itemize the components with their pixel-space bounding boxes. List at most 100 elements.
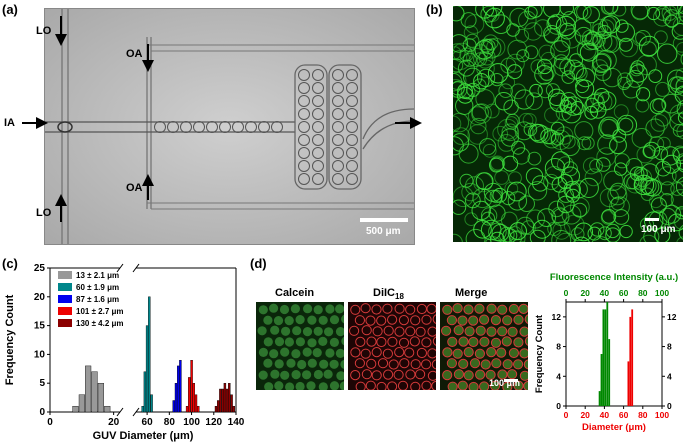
chart-c-bar (148, 296, 151, 413)
oa-bottom-label: OA (126, 182, 143, 194)
diic-subscript: 18 (395, 292, 404, 302)
chart-c-xtick: 0 (47, 417, 53, 428)
chart-c-bar (216, 400, 220, 413)
ia-label: IA (4, 117, 15, 129)
scalebar-b-label: 100 μm (641, 224, 676, 235)
guv-diameter-histogram: 0 5 10 15 20 25 0 20 60 80 100 120 140 13 ± 2.1 μm 60 … (4, 263, 245, 442)
chart-d-bar (602, 309, 605, 406)
chart-c-bar (214, 405, 218, 413)
chart-c-bar (91, 371, 98, 413)
chart-d-ytick-left: 12 (552, 312, 562, 322)
calcein-tile (256, 302, 351, 392)
chart-d-bar (627, 361, 630, 406)
chart-c-legend-swatch (58, 307, 72, 315)
diic-text: DiIC (373, 287, 395, 299)
chart-d-xlabel: Diameter (μm) (582, 422, 646, 433)
chart-c-bar (190, 359, 193, 413)
chart-c-xtick: 140 (228, 417, 245, 428)
chart-d-bar (600, 354, 603, 406)
chart-d-top-tick: 60 (619, 288, 629, 298)
chart-c-legend-entry: 13 ± 2.1 μm (76, 271, 119, 280)
chart-d-top-tick: 20 (580, 288, 590, 298)
chart-c-bar (196, 405, 200, 413)
chart-c-bar (145, 325, 149, 413)
chart-d-top-tick: 80 (638, 288, 648, 298)
chart-c-ytick: 15 (34, 321, 46, 332)
chart-c-bar (228, 382, 231, 413)
chart-d-bar (606, 302, 609, 406)
chart-c-bar (176, 365, 180, 413)
chart-c-bar (192, 382, 196, 413)
chart-c-bar (219, 388, 222, 413)
chart-c-bar (185, 405, 189, 413)
chart-c-bar (104, 405, 111, 413)
oa-top-label: OA (126, 48, 143, 60)
chart-c-bar (174, 382, 178, 413)
tile-label-calcein: Calcein (275, 287, 315, 299)
scalebar-d-label: 100 μm (489, 378, 521, 388)
chart-c-bar (172, 400, 176, 413)
chart-c-xtick: 20 (108, 417, 120, 428)
chart-d-bottom-tick: 20 (580, 410, 590, 420)
tile-label-diic: DiIC18 (373, 287, 404, 301)
fluorescence-diameter-histogram: Fluorescence Intensity (a.u.)00202040406… (534, 272, 678, 433)
chart-d-top-tick: 100 (655, 288, 669, 298)
chart-d-top-tick: 40 (600, 288, 610, 298)
chart-d-bar (604, 309, 607, 406)
chart-d-ytick-right: 4 (667, 371, 672, 381)
chart-d-bottom-tick: 40 (600, 410, 610, 420)
chart-c-bar (230, 394, 233, 413)
lo-bottom-label: LO (36, 207, 52, 219)
chart-c-bar (221, 388, 224, 413)
chart-c-xtick: 60 (142, 417, 154, 428)
chart-c-bar (150, 394, 153, 413)
chart-c-bar (223, 382, 227, 413)
chart-d-ytick-right: 0 (667, 401, 672, 411)
chart-c-ylabel: Frequency Count (4, 294, 16, 385)
chart-c-legend-entry: 130 ± 4.2 μm (76, 319, 124, 328)
chart-d-ytick-right: 8 (667, 342, 672, 352)
chart-c-ytick: 20 (34, 292, 46, 303)
chart-d-bar (598, 391, 601, 406)
chart-c-xtick: 80 (164, 417, 176, 428)
chart-c-legend-swatch (58, 319, 72, 327)
chart-c-bar (72, 405, 79, 413)
chart-c-bar (78, 394, 85, 413)
chart-d-bottom-tick: 100 (655, 410, 669, 420)
chart-d-top-tick: 0 (564, 288, 569, 298)
flow-arrows (22, 16, 422, 222)
chart-c-legend-entry: 60 ± 1.9 μm (76, 283, 119, 292)
chart-c-bar (188, 377, 191, 413)
chart-d-ytick-right: 12 (667, 312, 677, 322)
tile-label-merge: Merge (455, 287, 488, 299)
chart-c-xlabel: GUV Diameter (μm) (93, 430, 194, 442)
chart-c-bar (194, 394, 198, 413)
chart-c-ytick: 25 (34, 263, 46, 274)
chart-c-bar (85, 365, 92, 413)
chart-c-legend-swatch (58, 271, 72, 279)
chart-c-bar (143, 371, 147, 413)
chart-c-ytick: 0 (39, 407, 45, 418)
merge-tile (440, 302, 536, 393)
chart-d-ylabel: Frequency Count (534, 314, 545, 393)
chart-c-legend-entry: 87 ± 1.6 μm (76, 295, 119, 304)
chart-d-bar (629, 316, 632, 406)
diic-tile (348, 302, 444, 393)
chart-c-ytick: 5 (39, 378, 45, 389)
microfluidic-channel-image (44, 8, 415, 245)
chart-d-ytick-left: 0 (556, 401, 561, 411)
chart-c-bar (179, 359, 182, 413)
panel-label-d: (d) (250, 256, 267, 271)
chart-d-ytick-left: 8 (556, 342, 561, 352)
panel-label-a: (a) (2, 2, 18, 17)
chart-d-bottom-tick: 60 (619, 410, 629, 420)
chart-c-bar (225, 388, 229, 413)
chart-c-xtick: 120 (205, 417, 222, 428)
chart-c-bar (141, 405, 144, 413)
chart-c-legend-swatch (58, 295, 72, 303)
fluorescent-guv-image (453, 6, 683, 242)
chart-d-top-label: Fluorescence Intensity (a.u.) (550, 272, 678, 283)
chart-c-bar (232, 405, 236, 413)
chart-c-ytick: 10 (34, 349, 46, 360)
chart-d-bottom-tick: 0 (564, 410, 569, 420)
